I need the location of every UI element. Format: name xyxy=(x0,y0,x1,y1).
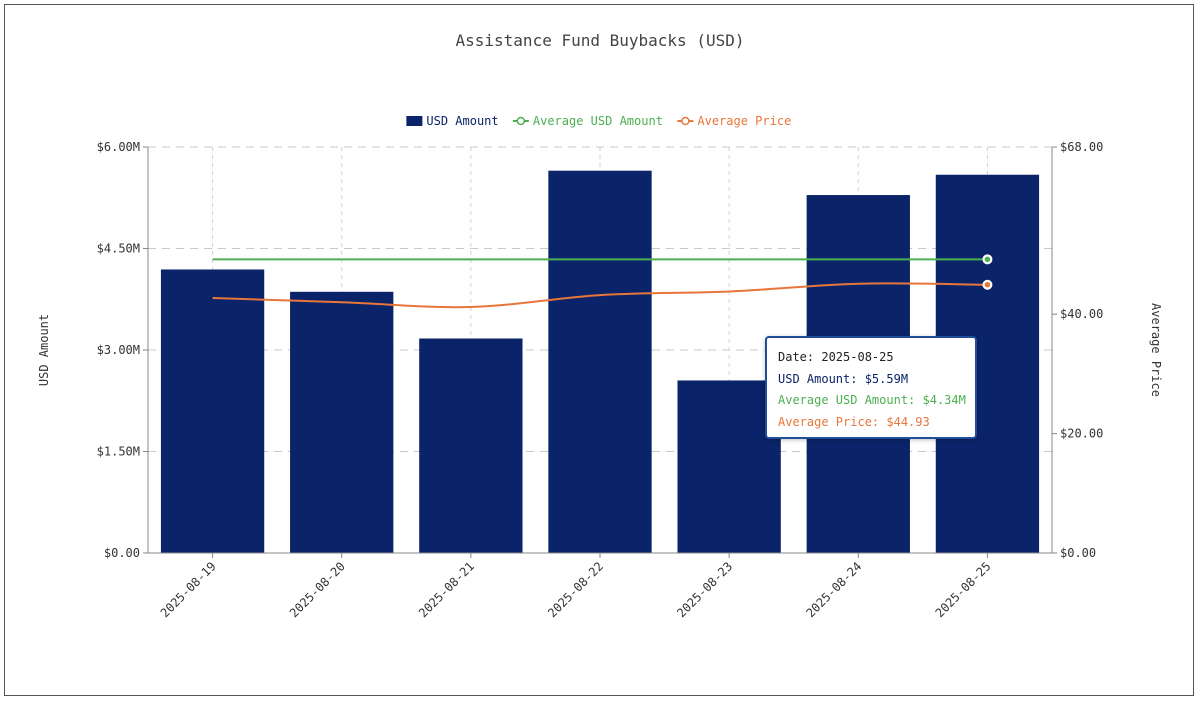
x-tick-label: 2025-08-20 xyxy=(287,559,348,620)
y-tick-label-left: $6.00M xyxy=(97,140,140,154)
y-tick-label-left: $3.00M xyxy=(97,343,140,357)
bar-usd-amount[interactable] xyxy=(548,170,652,553)
legend-marker-average-usd-amount[interactable] xyxy=(516,116,526,126)
x-tick-label: 2025-08-19 xyxy=(158,559,219,620)
legend-marker-average-price[interactable] xyxy=(681,116,690,126)
y-axis-title-right: Average Price xyxy=(1149,303,1163,397)
bar-usd-amount[interactable] xyxy=(677,380,781,553)
tooltip: Date: 2025-08-25 USD Amount: $5.59M Aver… xyxy=(765,336,977,439)
y-tick-label-left: $1.50M xyxy=(97,445,140,459)
x-tick-label: 2025-08-23 xyxy=(674,559,735,620)
y-tick-label-left: $0.00 xyxy=(104,546,140,560)
y-tick-label-left: $4.50M xyxy=(97,242,140,256)
legend-label-usd-amount[interactable]: USD Amount xyxy=(426,114,498,128)
point-average-usd-amount[interactable] xyxy=(983,255,992,264)
legend[interactable]: USD Amount Average USD Amount Average Pric… xyxy=(406,114,791,128)
bar-usd-amount[interactable] xyxy=(290,291,394,553)
tooltip-average-usd-amount: Average USD Amount: $4.34M xyxy=(778,393,966,407)
y-tick-label-right: $68.00 xyxy=(1060,140,1103,154)
legend-swatch-usd-amount[interactable] xyxy=(406,116,423,126)
tooltip-average-price: Average Price: $44.93 xyxy=(778,414,930,429)
tooltip-date: Date: 2025-08-25 xyxy=(778,350,894,364)
legend-label-average-price[interactable]: Average Price xyxy=(697,114,791,128)
bar-usd-amount[interactable] xyxy=(160,269,265,553)
x-tick-label: 2025-08-24 xyxy=(803,559,864,620)
x-tick-label: 2025-08-22 xyxy=(545,559,606,620)
x-tick-label: 2025-08-25 xyxy=(933,559,994,620)
line-average-price[interactable] xyxy=(212,282,988,309)
y-tick-label-right: $0.00 xyxy=(1060,546,1096,560)
y-tick-label-right: $40.00 xyxy=(1060,307,1103,321)
y-axis-title-left: USD Amount xyxy=(37,314,51,386)
bar-usd-amount[interactable] xyxy=(419,338,523,553)
point-average-price[interactable] xyxy=(983,280,992,289)
tooltip-usd-amount: USD Amount: $5.59M xyxy=(778,371,909,386)
y-tick-label-right: $20.00 xyxy=(1060,427,1103,441)
legend-label-average-usd-amount[interactable]: Average USD Amount xyxy=(533,114,663,128)
line-series[interactable] xyxy=(212,254,993,309)
x-tick-label: 2025-08-21 xyxy=(416,559,477,620)
chart-title: Assistance Fund Buybacks (USD) xyxy=(456,31,745,50)
